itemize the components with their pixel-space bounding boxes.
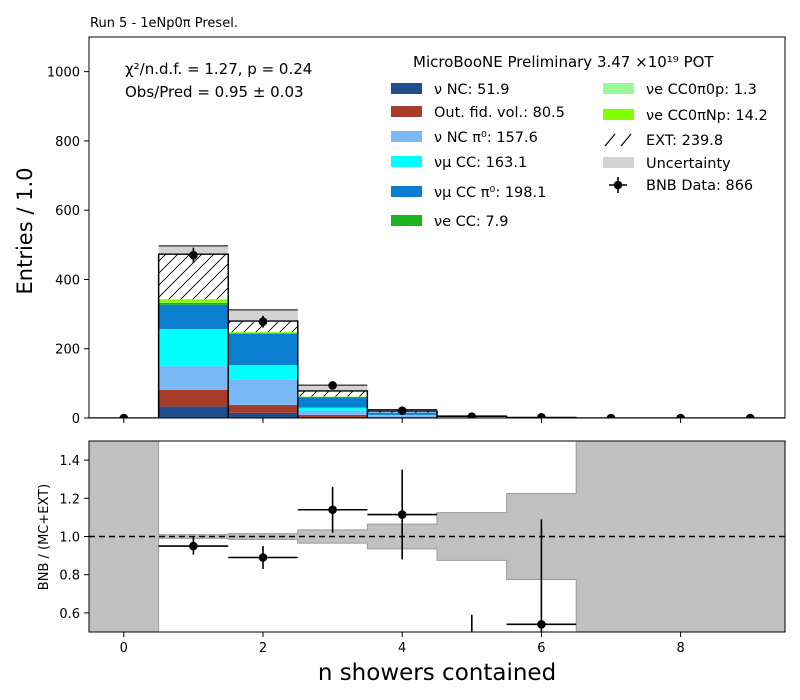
data-point: [467, 412, 477, 418]
legend-marker: [620, 133, 632, 147]
legend-swatch: [391, 186, 422, 197]
ratio-point: [258, 553, 268, 562]
ratio-y-tick-label: 0.6: [59, 607, 80, 622]
data-point: [676, 413, 685, 418]
stack-bar: [158, 328, 229, 367]
data-point: [537, 413, 546, 418]
legend-label: νe CC0πNp: 14.2: [646, 108, 768, 124]
ratio-y-tick-label: 1.0: [59, 531, 80, 546]
ratio-x-tick-label: 2: [259, 641, 267, 656]
legend-swatch: [603, 157, 634, 168]
legend-swatch: [391, 215, 422, 226]
data-point: [397, 406, 407, 416]
stack-bar: [297, 410, 368, 415]
ratio-y-tick-label: 1.4: [59, 454, 80, 469]
stack-bar: [367, 416, 437, 418]
ratio-point: [537, 620, 546, 629]
data-point: [258, 317, 268, 327]
stack-bar: [297, 416, 368, 418]
legend-label: ν NC π⁰: 157.6: [434, 130, 538, 146]
y-tick-label: 800: [55, 135, 80, 150]
legend-label: νμ CC: 163.1: [434, 155, 527, 171]
stack-bar: [228, 404, 298, 413]
x-axis-label: n showers contained: [318, 660, 556, 686]
legend-swatch: [391, 131, 422, 142]
ratio-y-tick-label: 0.8: [59, 569, 80, 584]
ratio-x-tick-label: 4: [398, 641, 406, 656]
run-label: Run 5 - 1eNp0π Presel.: [90, 16, 238, 31]
stack-bar: [228, 333, 298, 334]
stack-bar: [158, 299, 229, 303]
obs-pred-annotation: Obs/Pred = 0.95 ± 0.03: [125, 83, 304, 101]
legend-swatch: [391, 106, 422, 117]
y-tick-label: 200: [55, 343, 80, 358]
legend-label: Out. fid. vol.: 80.5: [434, 105, 565, 121]
legend-label: EXT: 239.8: [646, 133, 723, 149]
y-tick-label: 0: [72, 412, 80, 427]
legend-swatch: [603, 109, 634, 120]
legend-marker: [613, 180, 623, 190]
main-panel: 0 200 400 600 800 1000 Entries / 1.0 χ²/n.d.f…: [13, 36, 786, 427]
chi2-annotation: χ²/n.d.f. = 1.27, p = 0.24: [125, 60, 312, 78]
plot-title: MicroBooNE Preliminary 3.47 ×10¹⁹ POT: [413, 53, 714, 71]
stack-bar: [297, 407, 368, 411]
stack-bar: [158, 389, 229, 407]
legend: ν NC: 51.9 Out. fid. vol.: 80.5 ν NC π⁰: 1…: [391, 82, 768, 230]
ratio-y-tick-label: 1.2: [59, 492, 80, 507]
data-point: [745, 413, 755, 418]
ratio-x-tick-label: 6: [537, 641, 545, 656]
ratio-panel: 0.6 0.8 1.0 1.2 1.4 0 2 4 6 8 BNB / (MC+EXT) n sh…: [37, 440, 786, 686]
data-point: [189, 250, 198, 260]
data-point: [328, 381, 337, 390]
ratio-point: [328, 505, 337, 515]
main-y-axis-label: Entries / 1.0: [13, 168, 37, 295]
y-tick-label: 600: [55, 204, 80, 219]
legend-label: ν NC: 51.9: [434, 82, 509, 98]
ratio-x-tick-label: 0: [120, 641, 128, 656]
stack-bar: [297, 390, 368, 397]
ratio-point: [468, 633, 477, 642]
y-tick-label: 1000: [47, 66, 80, 81]
data-point: [119, 413, 129, 418]
y-tick-label: 400: [55, 273, 80, 288]
stack-bar: [297, 397, 368, 408]
stack-bar: [367, 415, 437, 417]
stack-bar: [158, 366, 229, 390]
data-point: [606, 413, 616, 418]
stack-bar: [228, 412, 298, 418]
stack-bar: [228, 333, 298, 366]
stack-bar: [158, 304, 229, 329]
stack-bar: [158, 303, 229, 305]
legend-label: νe CC0π0p: 1.3: [646, 82, 757, 98]
stack-bar: [228, 365, 298, 380]
legend-marker: [604, 133, 616, 147]
stack-bar: [228, 379, 298, 405]
ratio-x-tick-label: 8: [676, 641, 684, 656]
legend-label: νe CC: 7.9: [434, 214, 508, 230]
legend-swatch: [391, 156, 422, 167]
legend-swatch: [603, 83, 634, 94]
legend-label: Uncertainty: [646, 156, 731, 172]
legend-label: νμ CC π⁰: 198.1: [434, 185, 546, 201]
stack-bar: [158, 406, 229, 418]
main-axes-frame: [88, 36, 786, 419]
ratio-y-axis-label: BNB / (MC+EXT): [37, 484, 52, 590]
stack-bar: [367, 414, 437, 416]
stack-bar: [297, 414, 368, 417]
legend-swatch: [391, 83, 422, 94]
ratio-point: [189, 541, 198, 551]
legend-label: BNB Data: 866: [646, 178, 753, 194]
ratio-uncertainty-band: [89, 441, 785, 632]
stack-bar: [228, 332, 298, 334]
ratio-point: [397, 510, 407, 519]
